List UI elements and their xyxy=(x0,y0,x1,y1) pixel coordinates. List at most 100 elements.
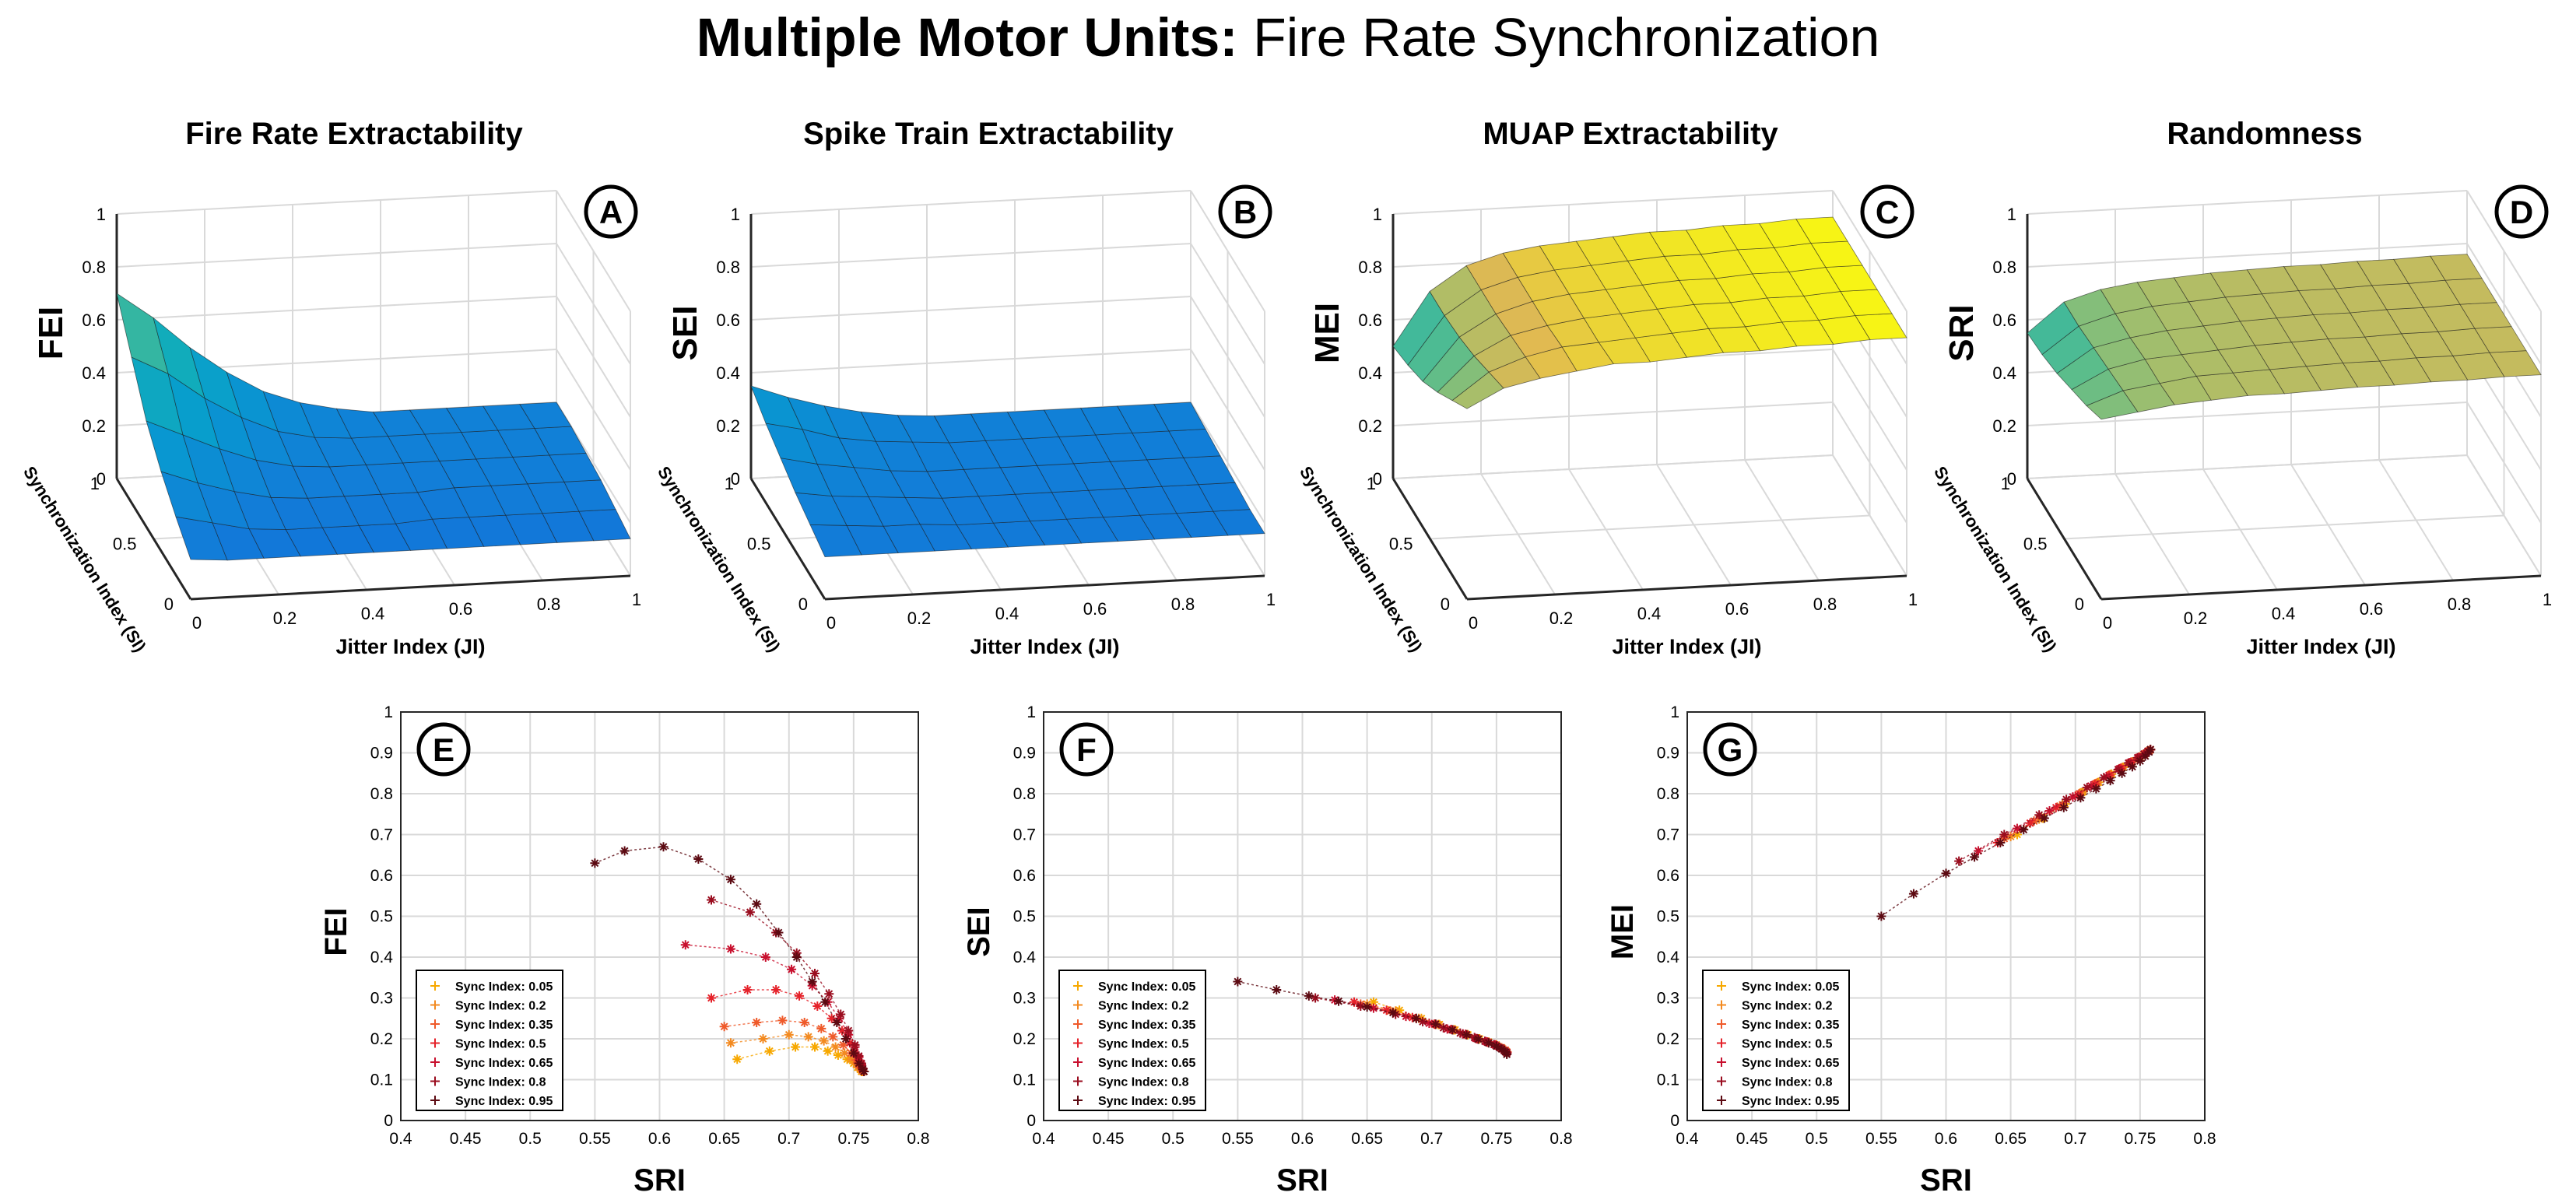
marker-stroke xyxy=(811,1043,819,1051)
marker-stroke xyxy=(1474,1035,1483,1043)
data-point xyxy=(742,985,753,994)
marker-stroke xyxy=(620,847,629,855)
legend-entry: Sync Index: 0.05 xyxy=(1742,980,1839,994)
data-point xyxy=(1362,1002,1372,1012)
marker-stroke xyxy=(844,1026,853,1035)
grid-line xyxy=(116,190,557,215)
data-point xyxy=(799,1018,809,1027)
data-point xyxy=(787,964,797,974)
marker-stroke xyxy=(791,1043,799,1051)
marker-stroke xyxy=(808,977,816,986)
y-tick-label: 1 xyxy=(725,474,734,493)
data-point xyxy=(777,1015,788,1026)
surface-patch xyxy=(2430,254,2483,281)
marker-stroke xyxy=(2020,826,2028,834)
x-axis-label: Jitter Index (JI) xyxy=(970,635,1119,658)
panel-letter: G xyxy=(1718,731,1743,768)
legend-entry: Sync Index: 0.95 xyxy=(1742,1095,1839,1108)
marker-stroke xyxy=(761,953,770,961)
data-point xyxy=(854,1058,864,1068)
x-axis-line xyxy=(824,574,1265,601)
y-tick-label: 0.2 xyxy=(1657,1030,1679,1048)
x-tick-label: 0.8 xyxy=(2448,594,2472,614)
x-tick-label: 0.7 xyxy=(2064,1130,2086,1148)
y-tick-label: 0.7 xyxy=(1657,826,1679,844)
data-point xyxy=(791,952,802,962)
panel-title: Fire Rate Extractability xyxy=(185,117,523,151)
x-tick-label: 0.6 xyxy=(1083,599,1107,619)
marker-stroke xyxy=(746,908,754,917)
x-tick-label: 0.4 xyxy=(389,1130,412,1148)
data-point xyxy=(1304,991,1314,1001)
y-axis-label: SEI xyxy=(962,907,996,956)
x-tick-label: 0.55 xyxy=(579,1130,611,1148)
y-tick-label: 0.7 xyxy=(370,826,393,844)
y-axis-line xyxy=(2026,478,2103,600)
legend-entry: Sync Index: 0.95 xyxy=(455,1095,553,1108)
y-tick-label: 0.6 xyxy=(370,867,393,885)
data-point xyxy=(1349,997,1359,1007)
panel-letter: A xyxy=(599,194,623,230)
y-axis-line xyxy=(749,478,826,600)
surface-panel-a: 0 0.2 0.4 0.6 0.8 100.5100.20.40.60.81Jitter … xyxy=(19,117,641,658)
legend-entry: Sync Index: 0.65 xyxy=(455,1057,553,1070)
data-point xyxy=(1941,868,1951,879)
z-tick-label: 0 xyxy=(2007,469,2016,489)
y-tick-label: 0 xyxy=(1027,1112,1036,1130)
data-point xyxy=(816,1023,826,1033)
y-tick-label: 0.8 xyxy=(1657,785,1679,803)
panel-letter-circle xyxy=(584,184,638,239)
x-tick-label: 0.8 xyxy=(1549,1130,1572,1148)
scatter-panel-f: 0.4 0.45 0.5 0.55 0.6 0.65 0.7 0.75 0.8 0 0.1 0.2 0.… xyxy=(962,703,1573,1198)
panels: 0 0.2 0.4 0.6 0.8 100.5100.20.40.60.81Jitter … xyxy=(19,117,2552,1198)
data-point xyxy=(752,899,762,909)
z-tick-label: 0.6 xyxy=(82,310,106,330)
data-point xyxy=(1448,1025,1458,1035)
x-tick-label: 0.75 xyxy=(1480,1130,1512,1148)
z-tick-label: 0 xyxy=(731,469,740,489)
data-point xyxy=(680,940,690,950)
marker-stroke xyxy=(727,875,735,884)
marker-stroke xyxy=(860,1068,869,1075)
data-point xyxy=(810,1042,819,1052)
marker-stroke xyxy=(743,986,752,994)
data-point xyxy=(833,1050,843,1060)
series-line xyxy=(1237,980,1507,1055)
data-point xyxy=(819,1036,829,1046)
marker-stroke xyxy=(1363,1003,1371,1011)
marker-stroke xyxy=(2013,824,2021,833)
y-tick-label: 0.3 xyxy=(370,990,393,1008)
data-point xyxy=(2127,762,2137,772)
marker-stroke xyxy=(1402,1012,1410,1021)
x-tick-label: 0.4 xyxy=(1032,1130,1055,1148)
y-tick-label: 1 xyxy=(1670,703,1679,721)
data-point xyxy=(1483,1038,1493,1048)
legend-entry: Sync Index: 0.2 xyxy=(455,1000,546,1013)
data-point xyxy=(1311,993,1321,1003)
y-tick-label: 0.5 xyxy=(370,908,393,926)
y-tick-label: 0.5 xyxy=(2023,535,2048,554)
marker-stroke xyxy=(753,900,761,908)
data-point xyxy=(2076,793,2086,803)
marker-stroke xyxy=(1304,991,1313,1000)
y-tick-label: 0.8 xyxy=(1013,785,1036,803)
data-point xyxy=(752,1018,762,1027)
marker-stroke xyxy=(778,1016,787,1025)
marker-stroke xyxy=(851,1040,859,1049)
panel-letter-circle xyxy=(416,722,471,777)
marker-stroke xyxy=(2146,745,2155,754)
z-tick-label: 0.2 xyxy=(1992,416,2016,436)
x-tick-label: 0.7 xyxy=(777,1130,800,1148)
x-tick-label: 0.6 xyxy=(1291,1130,1314,1148)
series-line xyxy=(1958,749,2151,862)
marker-stroke xyxy=(855,1059,863,1068)
panel-title: Spike Train Extractability xyxy=(803,117,1174,151)
grid-line xyxy=(116,243,557,268)
z-axis-label: SRI xyxy=(1943,304,1981,361)
marker-stroke xyxy=(707,994,715,1002)
legend-entry: Sync Index: 0.8 xyxy=(1742,1076,1833,1089)
x-tick-label: 0.75 xyxy=(2124,1130,2156,1148)
data-point xyxy=(1438,1022,1448,1033)
z-tick-label: 0.4 xyxy=(1992,363,2016,383)
y-axis-line xyxy=(115,478,192,600)
